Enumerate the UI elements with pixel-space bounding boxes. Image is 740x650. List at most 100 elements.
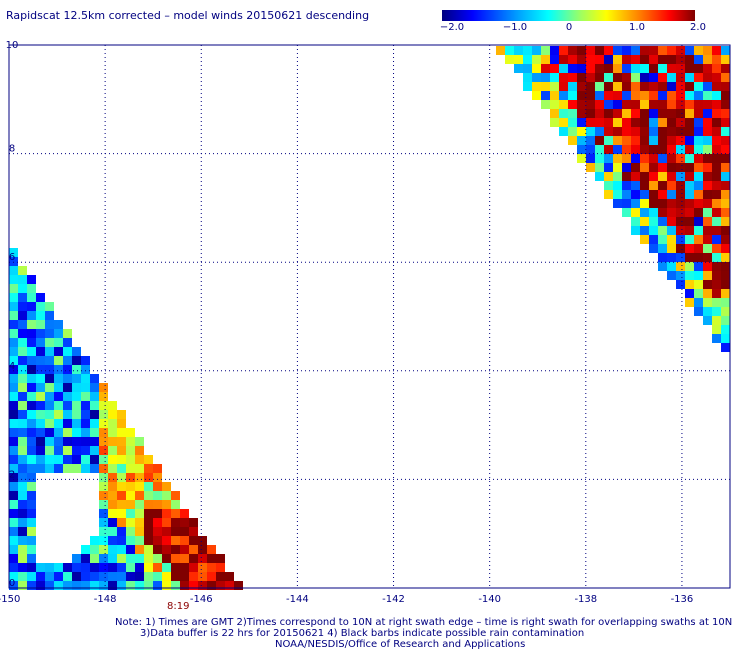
heatmap-cell <box>99 383 108 392</box>
heatmap-cell <box>640 199 649 208</box>
heatmap-cell <box>63 437 72 446</box>
heatmap-cell <box>153 545 162 554</box>
heatmap-cell <box>559 118 568 127</box>
heatmap-cell <box>144 500 153 509</box>
heatmap-cell <box>604 55 613 64</box>
heatmap-cell <box>703 136 712 145</box>
heatmap-cell <box>604 145 613 154</box>
heatmap-cell <box>63 572 72 581</box>
heatmap-cell <box>72 563 81 572</box>
heatmap-cell <box>153 509 162 518</box>
heatmap-cell <box>36 572 45 581</box>
heatmap-cell <box>703 307 712 316</box>
heatmap-cell <box>667 199 676 208</box>
heatmap-cell <box>36 419 45 428</box>
heatmap-cell <box>9 248 18 257</box>
heatmap-cell <box>685 136 694 145</box>
x-tick-label: -150 <box>0 594 20 605</box>
heatmap-cell <box>685 181 694 190</box>
heatmap-cell <box>126 491 135 500</box>
heatmap-cell <box>45 419 54 428</box>
heatmap-cell <box>90 455 99 464</box>
heatmap-cell <box>667 271 676 280</box>
heatmap-cell <box>135 536 144 545</box>
heatmap-cell <box>712 217 721 226</box>
heatmap-cell <box>568 73 577 82</box>
heatmap-cell <box>18 482 27 491</box>
heatmap-cell <box>694 289 703 298</box>
heatmap-cell <box>550 118 559 127</box>
heatmap-cell <box>117 455 126 464</box>
heatmap-cell <box>18 374 27 383</box>
heatmap-cell <box>54 329 63 338</box>
heatmap-cell <box>586 91 595 100</box>
heatmap-cell <box>180 527 189 536</box>
heatmap-cell <box>171 536 180 545</box>
heatmap-cell <box>676 235 685 244</box>
heatmap-cell <box>63 581 72 590</box>
heatmap-cell <box>18 554 27 563</box>
heatmap-cell <box>36 311 45 320</box>
heatmap-cell <box>577 127 586 136</box>
heatmap-cell <box>577 55 586 64</box>
heatmap-cell <box>649 199 658 208</box>
heatmap-cell <box>568 91 577 100</box>
heatmap-cell <box>189 518 198 527</box>
heatmap-cell <box>613 100 622 109</box>
heatmap-cell <box>685 73 694 82</box>
heatmap-cell <box>649 109 658 118</box>
heatmap-cell <box>685 127 694 136</box>
heatmap-cell <box>81 446 90 455</box>
heatmap-cell <box>27 554 36 563</box>
heatmap-cell <box>550 55 559 64</box>
heatmap-cell <box>667 109 676 118</box>
heatmap-cell <box>622 172 631 181</box>
heatmap-cell <box>54 401 63 410</box>
heatmap-cell <box>667 208 676 217</box>
heatmap-cell <box>631 118 640 127</box>
heatmap-cell <box>703 163 712 172</box>
heatmap-cell <box>9 374 18 383</box>
heatmap-cell <box>694 163 703 172</box>
heatmap-cell <box>559 127 568 136</box>
heatmap-cell <box>631 109 640 118</box>
heatmap-cell <box>153 554 162 563</box>
heatmap-cell <box>126 527 135 536</box>
heatmap-cell <box>72 383 81 392</box>
heatmap-cell <box>117 572 126 581</box>
heatmap-cell <box>162 509 171 518</box>
heatmap-cell <box>559 46 568 55</box>
heatmap-cell <box>649 55 658 64</box>
heatmap-cell <box>721 118 730 127</box>
heatmap-cell <box>153 500 162 509</box>
heatmap-cell <box>81 401 90 410</box>
heatmap-cell <box>640 163 649 172</box>
heatmap-cell <box>631 172 640 181</box>
heatmap-cell <box>550 64 559 73</box>
heatmap-cell <box>27 329 36 338</box>
heatmap-cell <box>613 55 622 64</box>
heatmap-cell <box>640 55 649 64</box>
heatmap-cell <box>99 527 108 536</box>
heatmap-cell <box>658 199 667 208</box>
heatmap-cell <box>649 73 658 82</box>
heatmap-cell <box>721 82 730 91</box>
heatmap-cell <box>72 446 81 455</box>
heatmap-cell <box>27 581 36 590</box>
heatmap-cell <box>712 118 721 127</box>
heatmap-cell <box>559 55 568 64</box>
heatmap-cell <box>27 293 36 302</box>
heatmap-cell <box>649 172 658 181</box>
heatmap-cell <box>667 118 676 127</box>
heatmap-cell <box>694 109 703 118</box>
heatmap-cell <box>613 154 622 163</box>
x-tick-label: -138 <box>574 594 597 605</box>
heatmap-cell <box>9 509 18 518</box>
heatmap-cell <box>721 109 730 118</box>
heatmap-cell <box>180 509 189 518</box>
heatmap-cell <box>532 64 541 73</box>
heatmap-cell <box>658 91 667 100</box>
heatmap-cell <box>532 91 541 100</box>
heatmap-cell <box>613 145 622 154</box>
heatmap-cell <box>604 163 613 172</box>
